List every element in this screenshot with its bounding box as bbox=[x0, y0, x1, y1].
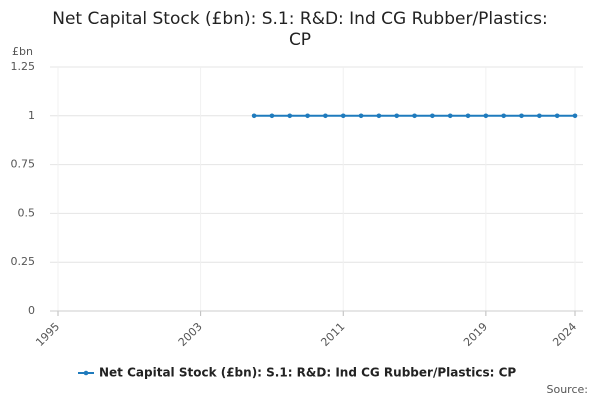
y-tick-label: 0 bbox=[28, 304, 35, 317]
point bbox=[447, 113, 453, 119]
point bbox=[501, 113, 506, 119]
point bbox=[305, 113, 310, 119]
point bbox=[323, 113, 328, 119]
point bbox=[572, 113, 578, 119]
y-unit: £bn bbox=[12, 45, 33, 58]
x-tick-label: 2011 bbox=[318, 320, 347, 349]
y-tick-label: 0.5 bbox=[18, 206, 36, 219]
point bbox=[340, 113, 346, 119]
point bbox=[465, 113, 471, 119]
y-tick-label: 0.75 bbox=[11, 158, 36, 171]
point bbox=[430, 113, 435, 119]
legend-marker bbox=[83, 370, 89, 376]
point bbox=[554, 113, 560, 119]
point bbox=[394, 113, 400, 119]
point bbox=[287, 113, 293, 119]
point bbox=[376, 113, 382, 119]
x-tick-label: 2003 bbox=[176, 320, 205, 349]
point bbox=[412, 113, 417, 119]
y-tick-label: 0.25 bbox=[11, 255, 36, 268]
source: Source: bbox=[547, 383, 589, 396]
x-tick-label: 2024 bbox=[550, 320, 579, 349]
y-tick-label: 1.25 bbox=[11, 60, 36, 73]
x-tick-label: 2019 bbox=[461, 320, 490, 349]
y-tick-label: 1 bbox=[28, 109, 35, 122]
point bbox=[251, 113, 257, 119]
point bbox=[483, 113, 489, 119]
chart-title: Net Capital Stock (£bn): S.1: R&D: Ind C… bbox=[52, 9, 548, 50]
point bbox=[269, 113, 275, 119]
point bbox=[537, 113, 542, 119]
point bbox=[519, 113, 524, 119]
legend-label: Net Capital Stock (£bn): S.1: R&D: Ind C… bbox=[99, 366, 516, 380]
point bbox=[358, 113, 364, 119]
x-tick-label: 1995 bbox=[33, 320, 62, 349]
